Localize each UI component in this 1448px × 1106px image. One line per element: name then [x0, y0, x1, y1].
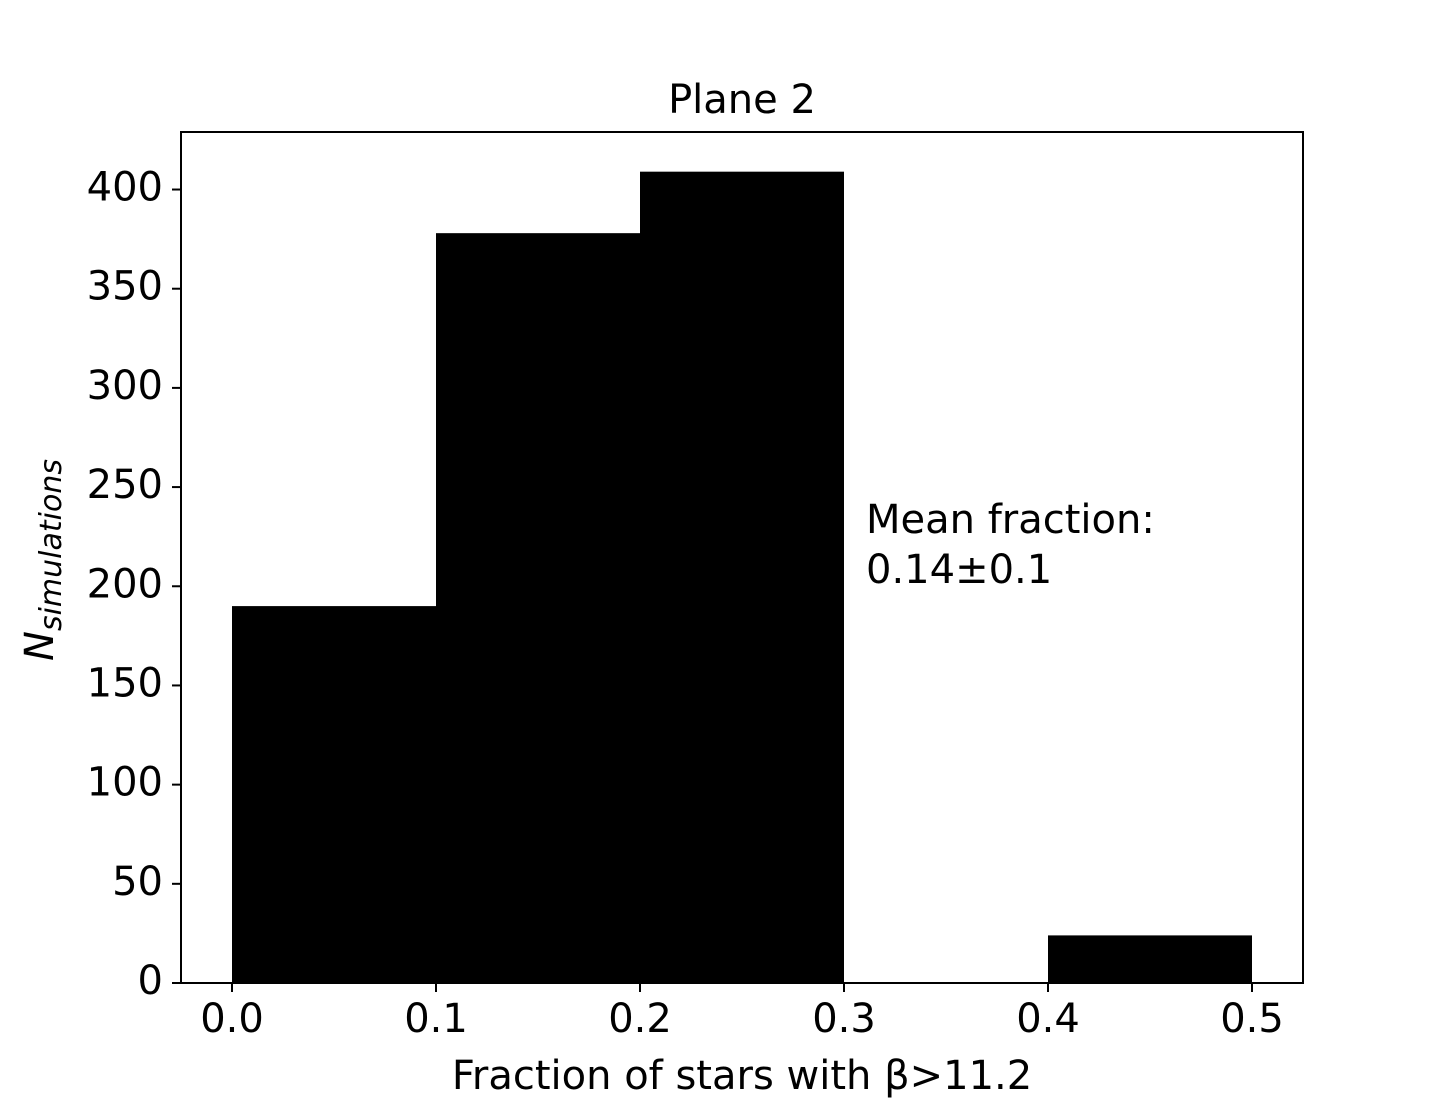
x-tick-label: 0.2	[608, 996, 672, 1042]
y-axis-label-main: N	[17, 631, 63, 661]
y-tick-label: 350	[87, 264, 163, 310]
annotation: 0.14±0.1	[866, 547, 1052, 593]
y-tick-label: 150	[87, 660, 163, 706]
y-tick-label: 400	[87, 165, 163, 211]
y-tick-label: 100	[87, 760, 163, 806]
annotation: Mean fraction:	[866, 497, 1155, 543]
x-tick-label: 0.3	[812, 996, 876, 1042]
bar	[640, 171, 844, 984]
x-tick-label: 0.5	[1220, 996, 1284, 1042]
y-tick-label: 300	[87, 363, 163, 409]
chart-title: Plane 2	[668, 77, 816, 123]
y-tick-label: 250	[87, 462, 163, 508]
y-axis-label-sub: simulations	[34, 459, 69, 631]
plot-frame	[180, 131, 1304, 984]
x-tick-label: 0.4	[1016, 996, 1080, 1042]
x-tick-label: 0.1	[404, 996, 468, 1042]
y-axis-label: Nsimulations	[17, 459, 69, 661]
bar	[436, 233, 640, 983]
y-tick-label: 50	[112, 859, 163, 905]
x-axis-label: Fraction of stars with β>11.2	[452, 1053, 1032, 1099]
x-tick-label: 0.0	[200, 996, 264, 1042]
y-tick-label: 200	[87, 561, 163, 607]
bar	[1048, 935, 1252, 983]
y-tick-label: 0	[138, 958, 163, 1004]
bar	[232, 606, 436, 983]
